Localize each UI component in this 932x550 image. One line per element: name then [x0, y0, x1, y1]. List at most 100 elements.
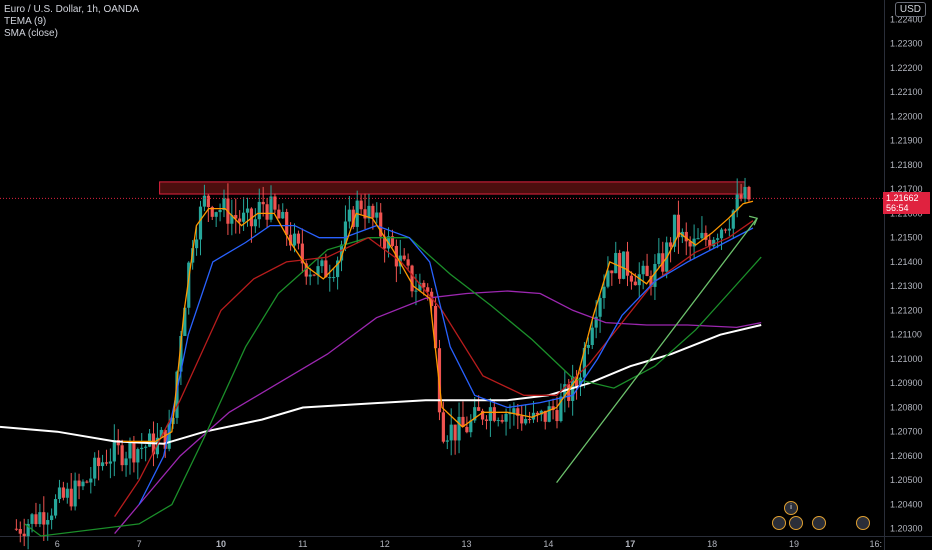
candle-body [469, 420, 473, 433]
candle-body [312, 274, 316, 276]
candle-body [524, 419, 528, 424]
candle-body [163, 429, 167, 449]
candle-body [89, 478, 93, 483]
indicator-line [122, 200, 754, 443]
event-flag-icon[interactable] [856, 516, 870, 530]
candle-body [704, 232, 708, 240]
candle-body [708, 239, 712, 247]
bar-countdown: 56:54 [886, 203, 909, 214]
candle-body [116, 439, 120, 446]
candle-body [610, 270, 614, 274]
candle-body [461, 416, 465, 427]
candle-body [586, 344, 590, 348]
event-flag-icon[interactable] [812, 516, 826, 530]
candle-body [296, 233, 301, 244]
candle-body [120, 445, 124, 466]
candle-body [210, 207, 214, 217]
time-tick-label: 6 [55, 539, 60, 549]
indicator-line [0, 324, 762, 445]
candle-body [629, 275, 634, 282]
candle-body [50, 515, 54, 521]
candle-body [731, 210, 735, 229]
candle-body [719, 229, 724, 239]
candle-body [492, 407, 496, 421]
indicator-line [114, 290, 762, 535]
candle-body [38, 512, 42, 525]
last-price-tag: 1.21662 56:54 [883, 192, 930, 215]
candle-body [727, 228, 731, 231]
candle-body [390, 236, 395, 246]
candle-body [261, 201, 265, 205]
candle-body [582, 347, 587, 378]
candle-body [124, 458, 128, 466]
candle-body [269, 196, 273, 220]
time-tick-label: 14 [543, 539, 553, 549]
candle-body [676, 214, 681, 238]
candle-body [265, 204, 269, 220]
time-tick-label: 18 [707, 539, 717, 549]
candle-body [351, 209, 355, 227]
time-tick-label: 16: [870, 539, 883, 549]
indicator-tema-label[interactable]: TEMA (9) [4, 16, 47, 27]
candle-body [453, 424, 457, 441]
symbol-title[interactable]: Euro / U.S. Dollar, 1h, OANDA [4, 4, 140, 15]
candle-body [692, 238, 696, 247]
candle-body [18, 529, 22, 534]
candle-body [273, 196, 277, 210]
candle-body [480, 410, 485, 420]
candle-body [578, 377, 583, 387]
time-tick-label: 11 [298, 539, 307, 549]
candle-body [743, 186, 747, 199]
candle-body [520, 415, 524, 424]
price-tick-label: 1.20900 [890, 378, 923, 388]
candle-body [406, 259, 410, 266]
price-tick-label: 1.21500 [890, 233, 923, 243]
candle-body [712, 239, 716, 247]
candle-body [288, 234, 293, 246]
event-flag-icon[interactable] [772, 516, 786, 530]
candle-body [512, 408, 516, 414]
candle-body [535, 412, 539, 415]
candle-body [383, 236, 387, 249]
candle-body [739, 194, 743, 199]
candle-body [473, 407, 477, 421]
candle-body [539, 410, 543, 415]
candle-body [598, 298, 602, 317]
event-flag-icon[interactable]: i [784, 501, 798, 515]
candle-body [93, 457, 97, 479]
candle-body [300, 243, 304, 264]
price-tick-label: 1.20700 [890, 427, 923, 437]
candle-body [477, 407, 481, 411]
indicator-sma-label[interactable]: SMA (close) [4, 28, 58, 39]
candle-body [140, 447, 144, 450]
candle-body [69, 488, 73, 507]
event-flag-icon[interactable] [789, 516, 803, 530]
candle-body [422, 282, 426, 288]
candle-body [488, 407, 492, 421]
candle-body [77, 480, 81, 487]
candle-body [747, 186, 751, 200]
candle-body [379, 212, 383, 237]
candle-body [496, 420, 500, 422]
candle-body [167, 424, 171, 449]
currency-button[interactable]: USD [894, 2, 926, 17]
candle-body [53, 499, 58, 516]
price-tick-label: 1.21000 [890, 354, 923, 364]
candle-body [277, 209, 281, 219]
candle-body [257, 201, 261, 220]
candle-body [457, 416, 461, 441]
candle-body [308, 274, 312, 277]
trend-line [556, 217, 758, 484]
candle-body [402, 255, 406, 260]
candle-body [14, 528, 18, 530]
price-tick-label: 1.21800 [890, 160, 923, 170]
candle-body [81, 481, 85, 487]
candle-body [339, 244, 344, 261]
candle-body [653, 263, 657, 287]
candle-body [649, 275, 653, 287]
candle-body [363, 209, 367, 219]
price-tick-label: 1.20800 [890, 402, 923, 412]
candle-body [112, 439, 116, 462]
candle-body [449, 424, 453, 441]
